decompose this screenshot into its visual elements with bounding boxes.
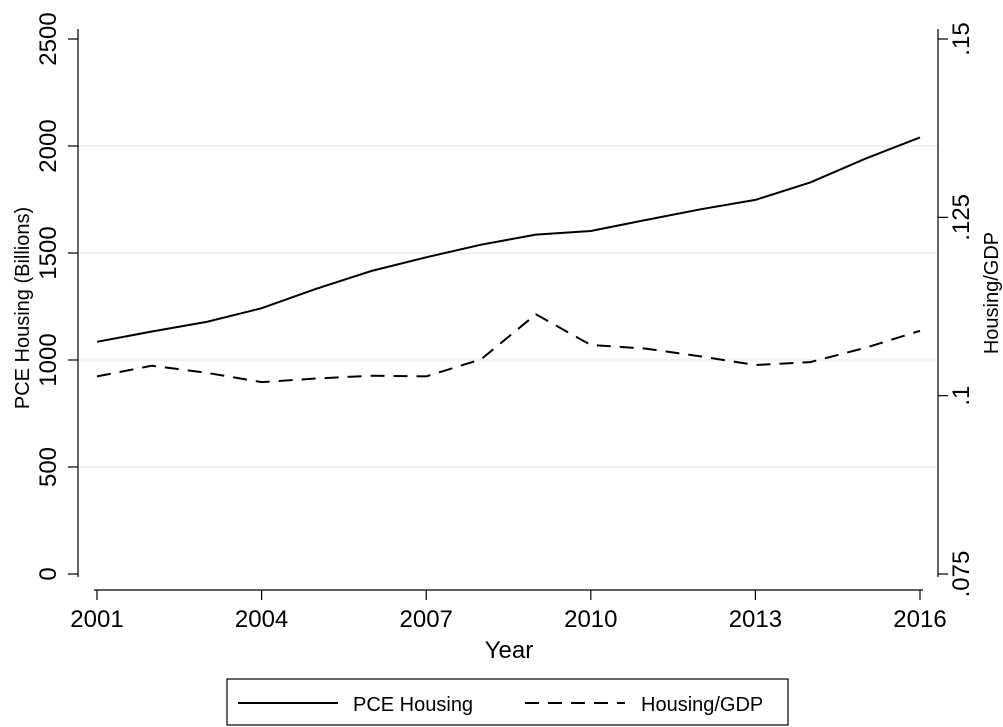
x-tick-label: 2013 (729, 606, 782, 633)
y-right-tick-label: .15 (948, 22, 975, 55)
series-lines (96, 136, 921, 384)
y-left-tick-label: 2000 (35, 119, 62, 172)
gridlines (78, 145, 938, 468)
y-left-tick-label: 500 (35, 447, 62, 487)
y-right-tick-label: .125 (948, 194, 975, 241)
y-left-tick-label: 1500 (35, 226, 62, 279)
y-axis-left-title: PCE Housing (Billions) (12, 207, 34, 409)
series-line-pce-housing (96, 136, 921, 343)
x-tick-label: 2010 (564, 606, 617, 633)
axes (68, 29, 948, 600)
y-right-tick-label: .075 (948, 551, 975, 598)
y-right-tick-label: .1 (948, 386, 975, 406)
legend-label-housing-gdp: Housing/GDP (641, 694, 763, 716)
legend-label-pce-housing: PCE Housing (353, 694, 473, 716)
y-left-tick-label: 0 (35, 567, 62, 580)
y-left-tick-label: 2500 (35, 12, 62, 65)
x-tick-label: 2016 (893, 606, 946, 633)
series-line-housing-gdp (96, 313, 921, 384)
x-axis-title: Year (485, 637, 534, 664)
y-left-tick-label: 1000 (35, 333, 62, 386)
x-tick-label: 2007 (400, 606, 453, 633)
tick-labels: 0 500 1000 1500 2000 2500 .075 .1 .125 .15 2001 200… (35, 12, 975, 633)
legend: PCE Housing Housing/GDP (226, 678, 789, 726)
x-tick-label: 2004 (235, 606, 288, 633)
x-tick-label: 2001 (70, 606, 123, 633)
y-axis-right-title: Housing/GDP (981, 232, 1003, 354)
